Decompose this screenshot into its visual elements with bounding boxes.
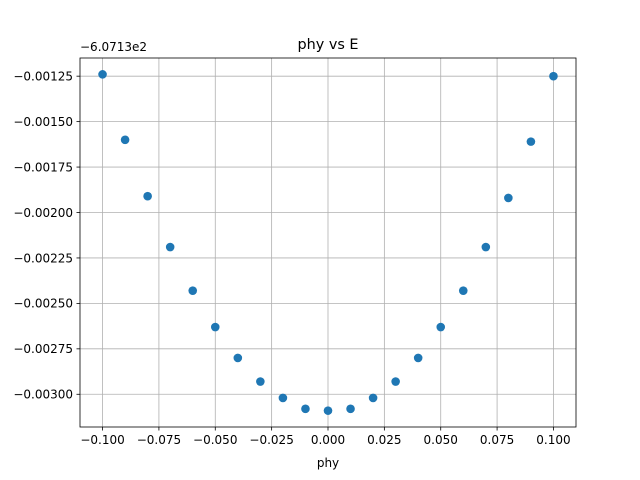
x-tick-label: −0.025 bbox=[249, 433, 293, 447]
x-tick-label: 0.000 bbox=[311, 433, 345, 447]
y-tick-label: −0.00125 bbox=[13, 69, 73, 83]
data-point bbox=[188, 286, 198, 295]
data-point bbox=[143, 191, 152, 201]
x-axis-label: phy bbox=[317, 456, 339, 470]
y-tick-label: −0.00300 bbox=[13, 388, 73, 402]
x-axis-ticks: −0.100 −0.075 −0.050 −0.025 0.000 0.025 0.050 0… bbox=[80, 427, 571, 447]
y-offset-label: −6.0713e2 bbox=[80, 40, 147, 54]
data-point bbox=[458, 286, 468, 295]
data-point bbox=[481, 242, 491, 252]
x-tick-label: 0.025 bbox=[367, 433, 401, 447]
data-point bbox=[526, 137, 536, 146]
y-axis-ticks: −0.00125 −0.00150 −0.00175 −0.00200 −0.00225… bbox=[13, 69, 80, 402]
data-point bbox=[278, 393, 288, 403]
data-point bbox=[549, 71, 558, 81]
x-tick-label: −0.100 bbox=[80, 433, 124, 447]
y-tick-label: −0.00275 bbox=[13, 342, 73, 356]
data-point bbox=[210, 322, 220, 332]
y-tick-label: −0.00150 bbox=[13, 115, 73, 129]
data-point bbox=[504, 193, 513, 203]
x-tick-label: 0.050 bbox=[424, 433, 458, 447]
data-point bbox=[323, 406, 333, 415]
grid bbox=[80, 58, 576, 427]
chart-title: phy vs E bbox=[297, 37, 358, 53]
y-tick-label: −0.00250 bbox=[13, 297, 73, 311]
data-point bbox=[413, 353, 423, 363]
data-point bbox=[346, 404, 355, 414]
data-point bbox=[165, 242, 175, 252]
y-tick-label: −0.00175 bbox=[13, 160, 73, 174]
x-tick-label: 0.100 bbox=[536, 433, 570, 447]
data-point bbox=[368, 393, 378, 403]
data-point bbox=[256, 377, 265, 386]
x-tick-label: −0.050 bbox=[193, 433, 237, 447]
data-point bbox=[391, 377, 400, 386]
data-point bbox=[120, 135, 130, 145]
data-point bbox=[233, 353, 243, 363]
data-points bbox=[98, 70, 558, 415]
x-tick-label: −0.075 bbox=[137, 433, 181, 447]
x-tick-label: 0.075 bbox=[480, 433, 514, 447]
data-point bbox=[436, 322, 446, 332]
data-point bbox=[98, 70, 107, 79]
y-tick-label: −0.00200 bbox=[13, 206, 73, 220]
data-point bbox=[301, 404, 310, 414]
y-tick-label: −0.00225 bbox=[13, 251, 73, 265]
